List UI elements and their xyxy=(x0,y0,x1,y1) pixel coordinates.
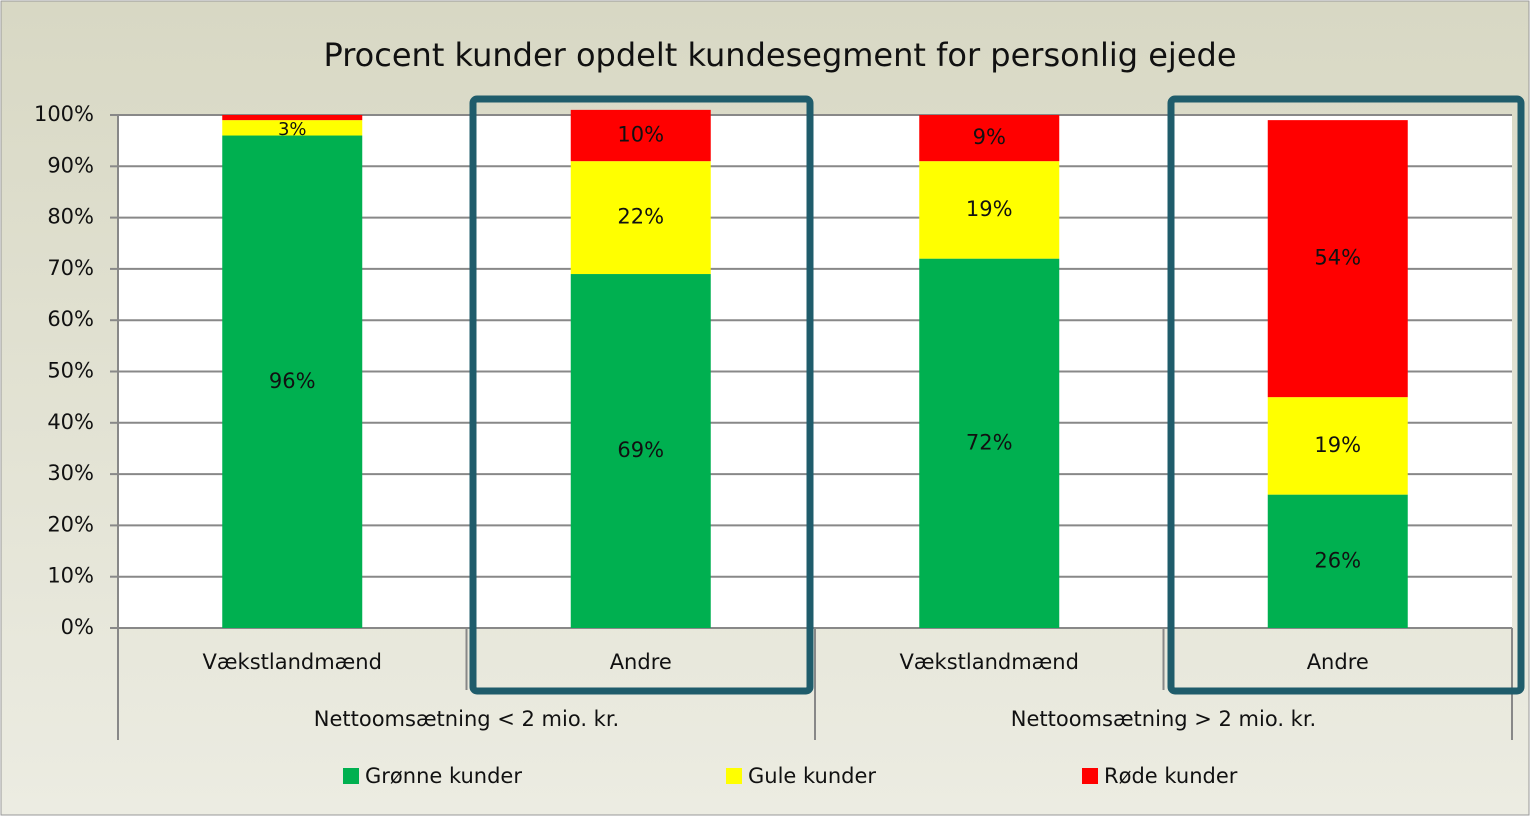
data-label: 72% xyxy=(966,430,1013,454)
data-label: 19% xyxy=(1314,433,1361,457)
x-tick-label: Vækstlandmænd xyxy=(203,650,382,674)
group-label: Nettoomsætning < 2 mio. kr. xyxy=(314,707,619,731)
highlight-box xyxy=(1167,95,1525,695)
legend-label: Grønne kunder xyxy=(365,764,522,788)
data-label: 22% xyxy=(617,205,664,229)
bar-segment xyxy=(1267,397,1408,495)
y-tick-label: 30% xyxy=(47,461,94,485)
bar-segment xyxy=(919,258,1060,628)
y-tick-label: 70% xyxy=(47,256,94,280)
bar-segment xyxy=(570,109,711,162)
x-tick-label: Andre xyxy=(610,650,672,674)
bar-segment xyxy=(570,161,711,275)
x-tick-label: Vækstlandmænd xyxy=(900,650,1079,674)
bar-segment xyxy=(919,115,1060,162)
legend-swatch xyxy=(726,768,742,784)
legend-swatch xyxy=(1082,768,1098,784)
data-label: 19% xyxy=(966,197,1013,221)
group-label: Nettoomsætning > 2 mio. kr. xyxy=(1011,707,1316,731)
bar-segment xyxy=(222,115,363,121)
y-tick-label: 20% xyxy=(47,512,94,536)
data-label: 96% xyxy=(269,369,316,393)
y-tick-label: 100% xyxy=(34,102,94,126)
chart-title: Procent kunder opdelt kundesegment for p… xyxy=(323,36,1236,74)
data-label: 26% xyxy=(1314,548,1361,572)
bar-segment xyxy=(222,135,363,628)
x-tick-label: Andre xyxy=(1307,650,1369,674)
data-label: 54% xyxy=(1314,246,1361,270)
data-label: 69% xyxy=(617,438,664,462)
bar-segment xyxy=(222,120,363,136)
y-tick-label: 80% xyxy=(47,205,94,229)
bar-segment xyxy=(1267,494,1408,628)
y-tick-label: 60% xyxy=(47,307,94,331)
data-label: 3% xyxy=(278,119,307,140)
legend-label: Røde kunder xyxy=(1104,764,1238,788)
bar-segment xyxy=(570,274,711,628)
legend-label: Gule kunder xyxy=(748,764,876,788)
y-tick-label: 0% xyxy=(61,615,94,639)
y-tick-label: 50% xyxy=(47,359,94,383)
data-label: 10% xyxy=(617,123,664,147)
highlight-box xyxy=(469,95,814,695)
data-label: 9% xyxy=(973,125,1006,149)
y-tick-label: 90% xyxy=(47,153,94,177)
legend-swatch xyxy=(343,768,359,784)
y-tick-label: 40% xyxy=(47,410,94,434)
bar-segment xyxy=(1267,120,1408,398)
y-tick-label: 10% xyxy=(47,564,94,588)
bar-segment xyxy=(919,161,1060,259)
